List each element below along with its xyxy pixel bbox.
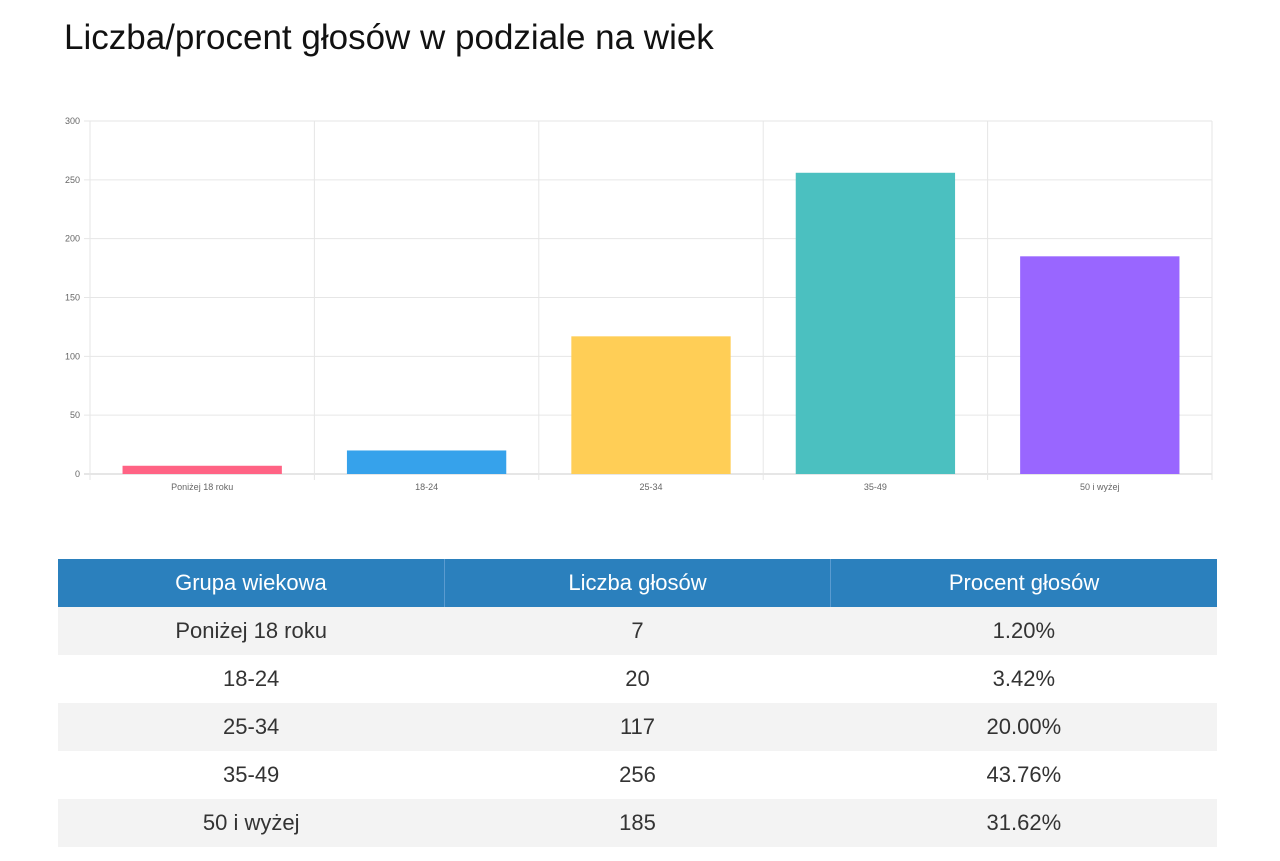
bar-chart-svg: 0 50 100 150 200 250 300 Poniżej 18 roku 18-24 25… — [65, 116, 1213, 492]
y-tick-label: 0 — [75, 469, 80, 479]
y-tick-label: 200 — [65, 234, 80, 244]
bar — [795, 172, 956, 475]
y-tick-label: 50 — [70, 410, 80, 420]
table-row: 25-34 117 20.00% — [58, 703, 1217, 751]
table-row: Poniżej 18 roku 7 1.20% — [58, 607, 1217, 655]
table-cell-age-group: Poniżej 18 roku — [58, 607, 445, 655]
bar — [346, 450, 507, 474]
bar — [571, 336, 731, 474]
y-tick-label: 100 — [65, 351, 80, 361]
table-header-vote-percent: Procent głosów — [830, 559, 1217, 607]
table-row: 35-49 256 43.76% — [58, 751, 1217, 799]
table-row: 18-24 20 3.42% — [58, 655, 1217, 703]
table-cell-vote-percent: 3.42% — [830, 655, 1217, 703]
x-tick-label: Poniżej 18 roku — [171, 482, 233, 492]
table-row: 50 i wyżej 185 31.62% — [58, 799, 1217, 847]
table-header-row: Grupa wiekowa Liczba głosów Procent głos… — [58, 559, 1217, 607]
table-cell-vote-count: 117 — [444, 703, 831, 751]
table-cell-age-group: 50 i wyżej — [58, 799, 445, 847]
table-cell-vote-percent: 20.00% — [830, 703, 1217, 751]
table-cell-age-group: 35-49 — [58, 751, 445, 799]
x-tick-label: 25-34 — [639, 482, 662, 492]
age-group-table: Grupa wiekowa Liczba głosów Procent głos… — [58, 559, 1217, 847]
x-tick-label: 50 i wyżej — [1080, 482, 1120, 492]
bar-chart: 0 50 100 150 200 250 300 Poniżej 18 roku 18-24 25… — [65, 116, 1213, 492]
y-tick-label: 150 — [65, 293, 80, 303]
table-cell-vote-percent: 31.62% — [830, 799, 1217, 847]
page-title: Liczba/procent głosów w podziale na wiek — [64, 18, 714, 57]
y-tick-label: 250 — [65, 175, 80, 185]
table-cell-age-group: 25-34 — [58, 703, 445, 751]
table-cell-vote-count: 20 — [444, 655, 831, 703]
table-cell-vote-count: 256 — [444, 751, 831, 799]
x-tick-label: 18-24 — [415, 482, 438, 492]
bar — [122, 465, 282, 474]
table-header-age-group: Grupa wiekowa — [58, 559, 445, 607]
table-cell-vote-percent: 1.20% — [830, 607, 1217, 655]
table-cell-vote-count: 7 — [444, 607, 831, 655]
table-cell-vote-percent: 43.76% — [830, 751, 1217, 799]
table-cell-age-group: 18-24 — [58, 655, 445, 703]
y-tick-label: 300 — [65, 116, 80, 126]
table-header-vote-count: Liczba głosów — [444, 559, 832, 607]
x-tick-label: 35-49 — [864, 482, 887, 492]
table-cell-vote-count: 185 — [444, 799, 831, 847]
bar — [1020, 256, 1180, 474]
